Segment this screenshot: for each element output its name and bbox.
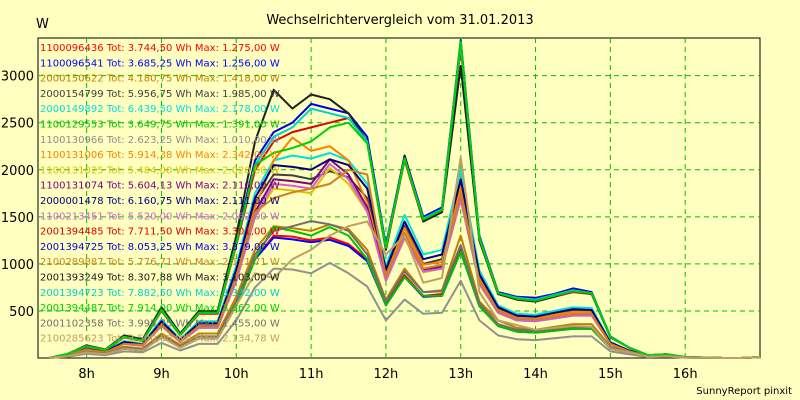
y-tick-label: 1500 (1, 211, 34, 226)
x-tick-label: 9h (153, 367, 170, 382)
legend-entry-1100096541: 1100096541 Tot: 3.685,25 Wh Max: 1.256,0… (40, 58, 280, 69)
axes: 8h 9h 10h 11h 12h 13h 14h 15h 16h 500 1000 1500 2000… (1, 70, 698, 382)
x-tick-label: 12h (374, 367, 399, 382)
grid (38, 38, 760, 358)
legend-entry-2001393249: 2001393249 Tot: 8.307,88 Wh Max: 3.103,0… (40, 273, 280, 284)
legend-entry-2100289887: 2100289887 Tot: 5.776,71 Wh Max: 2.111,7… (40, 257, 280, 268)
series-line-2100285623 (49, 156, 761, 359)
legend-entry-2000154799: 2000154799 Tot: 5.956,75 Wh Max: 1.985,0… (40, 89, 280, 100)
chart-title: Wechselrichtervergleich vom 31.01.2013 (266, 13, 533, 28)
legend-entry-1100131006: 1100131006 Tot: 5.914,38 Wh Max: 2.342,0… (40, 150, 280, 161)
y-axis-label: W (36, 17, 49, 32)
y-tick-label: 3000 (1, 70, 34, 85)
legend-entry-2000150622: 2000150622 Tot: 4.180,75 Wh Max: 1.418,0… (40, 74, 280, 85)
y-tick-label: 2500 (1, 117, 34, 132)
x-tick-label: 11h (299, 367, 324, 382)
y-tick-label: 500 (9, 305, 34, 320)
legend-entry-2001394725: 2001394725 Tot: 8.053,25 Wh Max: 3.379,0… (40, 242, 280, 253)
legend-entry-2000149892: 2000149892 Tot: 6.439,50 Wh Max: 2.178,0… (40, 104, 280, 115)
legend-entry-2100285623: 2100285623 Tot: 3.500,00 Wh Max: 2.134,7… (40, 334, 280, 345)
legend-entry-2000001478: 2000001478 Tot: 6.160,75 Wh Max: 2.111,0… (40, 196, 280, 207)
legend-entry-1100131025: 1100131025 Tot: 5.484,00 Wh Max: 2.020,0… (40, 165, 280, 176)
legend-entry-2001102358: 2001102358 Tot: 3.995,75 Wh Max: 1.455,0… (40, 318, 280, 329)
legend-entry-1100129553: 1100129553 Tot: 3.649,75 Wh Max: 1.391,0… (40, 120, 280, 131)
legend-entry-2001394487: 2001394487 Tot: 7.914,00 Wh Max: 3.362,0… (40, 303, 280, 314)
x-tick-label: 13h (448, 367, 473, 382)
x-tick-label: 8h (78, 367, 95, 382)
series-line-2001394487 (48, 40, 761, 359)
x-tick-label: 15h (598, 367, 623, 382)
x-tick-label: 14h (523, 367, 548, 382)
legend-entry-1100130966: 1100130966 Tot: 2.623,25 Wh Max: 1.010,0… (40, 135, 280, 146)
legend: 1100096436 Tot: 3.744,50 Wh Max: 1.275,0… (40, 43, 280, 345)
y-tick-label: 2000 (1, 164, 34, 179)
x-tick-label: 16h (673, 367, 698, 382)
legend-entry-1100096436: 1100096436 Tot: 3.744,50 Wh Max: 1.275,0… (40, 43, 280, 54)
legend-entry-2001394485: 2001394485 Tot: 7.711,50 Wh Max: 3.301,0… (40, 227, 280, 238)
legend-entry-2001394723: 2001394723 Tot: 7.882,50 Wh Max: 3.332,0… (40, 288, 280, 299)
series-layer (48, 39, 761, 359)
legend-entry-1100131074: 1100131074 Tot: 5.604,13 Wh Max: 2.110,0… (40, 181, 280, 192)
x-tick-label: 10h (224, 367, 249, 382)
y-tick-label: 1000 (1, 258, 34, 273)
legend-entry-1100213451: 1100213451 Tot: 5.520,00 Wh Max: 2.062,0… (40, 211, 280, 222)
footer-credit: SunnyReport pinxit (696, 386, 792, 397)
